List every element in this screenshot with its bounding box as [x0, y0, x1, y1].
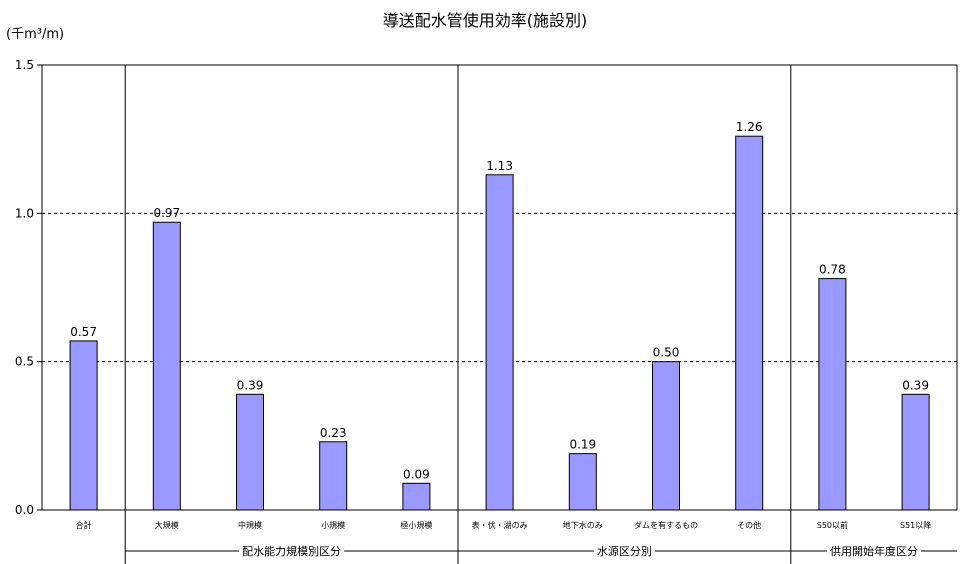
bar	[402, 482, 431, 511]
y-tick-label: 0.0	[15, 503, 34, 517]
category-label: 地下水のみ	[563, 520, 603, 530]
bar-value-label: 0.39	[902, 378, 929, 392]
bar-value-label: 0.39	[237, 378, 264, 392]
y-tick-label: 0.5	[15, 355, 34, 369]
bar	[236, 393, 264, 511]
bar-value-label: 0.19	[569, 438, 596, 452]
bar-value-label: 0.50	[653, 346, 680, 360]
category-label: 合計	[76, 520, 92, 530]
bar-value-label: 0.09	[403, 467, 430, 481]
category-label: ダムを有するもの	[634, 520, 698, 530]
group-label-backing	[827, 543, 921, 557]
bar	[152, 221, 181, 511]
bar	[652, 361, 680, 511]
group-label: 供用開始年度区分	[830, 544, 918, 558]
bar	[818, 278, 847, 511]
bar	[69, 340, 98, 511]
bar	[568, 453, 597, 511]
bar-value-label: 1.26	[736, 120, 763, 134]
chart-title: 導送配水管使用効率(施設別)	[383, 11, 588, 30]
bar	[319, 441, 348, 511]
category-label: 極小規模	[400, 520, 432, 530]
category-label: S50以前	[817, 520, 848, 530]
bar-value-label: 0.57	[70, 325, 97, 339]
bar-value-label: 1.13	[486, 159, 513, 173]
group-label-backing	[239, 543, 345, 557]
bar	[485, 174, 514, 511]
bar	[735, 135, 764, 511]
bar-value-label: 0.23	[320, 426, 347, 440]
category-label: S51以降	[900, 520, 931, 530]
group-label: 配水能力規模別区分	[242, 544, 341, 558]
category-label: その他	[737, 520, 761, 530]
group-label-backing	[593, 543, 655, 557]
category-label: 中規模	[238, 520, 262, 530]
category-label: 表・伏・湖のみ	[472, 520, 528, 530]
bar-value-label: 0.78	[819, 263, 846, 277]
bar	[901, 393, 930, 511]
category-label: 小規模	[321, 520, 345, 530]
y-axis-unit-label: (千m³/m)	[6, 27, 64, 42]
group-label: 水源区分別	[597, 544, 652, 558]
bar-value-label: 0.97	[153, 206, 180, 220]
y-tick-label: 1.5	[15, 58, 34, 72]
y-tick-label: 1.0	[15, 206, 34, 220]
plot-area: 0.0 0.5 1.0 1.5 配水能力規模別区分 水源区分別 供用開始年度区分 0.57 合計…	[15, 58, 958, 564]
category-label: 大規模	[155, 520, 179, 530]
